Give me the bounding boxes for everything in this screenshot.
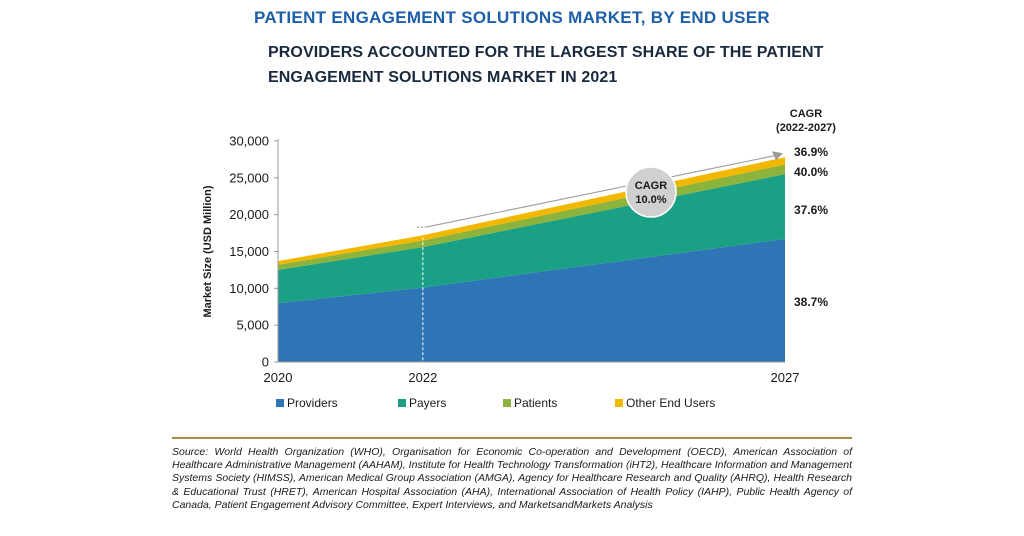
chart-subtitle-line-1: PROVIDERS ACCOUNTED FOR THE LARGEST SHAR… [268,44,824,61]
legend-swatch-other-end-users [615,399,623,407]
y-tick-label: 15,000 [229,244,269,259]
legend-label-providers: Providers [287,396,338,410]
y-tick-label: 5,000 [236,318,269,333]
legend-swatch-patients [503,399,511,407]
overall-cagr-circle [625,166,677,218]
chart-subtitle-line-2: ENGAGEMENT SOLUTIONS MARKET IN 2021 [268,69,618,86]
growth-arrow-line [424,154,778,228]
legend-label-patients: Patients [514,396,557,410]
y-tick-label: 0 [262,355,269,370]
chart-title: PATIENT ENGAGEMENT SOLUTIONS MARKET, BY … [254,8,770,27]
x-tick-label: 2027 [771,370,800,385]
series-cagr-label: 40.0% [794,165,828,179]
source-note: Source: World Health Organization (WHO),… [172,446,852,511]
overall-cagr-value: 10.0% [635,194,666,206]
growth-arrow-head [772,151,783,161]
area-other-end-users [278,157,785,265]
y-axis-title: Market Size (USD Million) [202,185,214,317]
y-tick-label: 10,000 [229,281,269,296]
x-tick-label: 2020 [264,370,293,385]
legend-label-payers: Payers [409,396,446,410]
source-divider [172,437,852,439]
series-cagr-label: 38.7% [794,295,828,309]
series-cagr-label: 37.6% [794,203,828,217]
cagr-header-line-1: CAGR [790,108,822,120]
cagr-header-line-2: (2022-2027) [776,122,836,134]
area-patients [278,164,785,270]
y-tick-label: 30,000 [229,134,269,149]
legend-swatch-payers [398,399,406,407]
y-tick-label: 25,000 [229,170,269,185]
overall-cagr-label: CAGR [635,180,667,192]
series-cagr-label: 36.9% [794,145,828,159]
x-tick-label: 2022 [408,370,437,385]
legend-label-other-end-users: Other End Users [626,396,715,410]
area-providers [278,238,785,362]
legend-swatch-providers [276,399,284,407]
y-tick-label: 20,000 [229,207,269,222]
